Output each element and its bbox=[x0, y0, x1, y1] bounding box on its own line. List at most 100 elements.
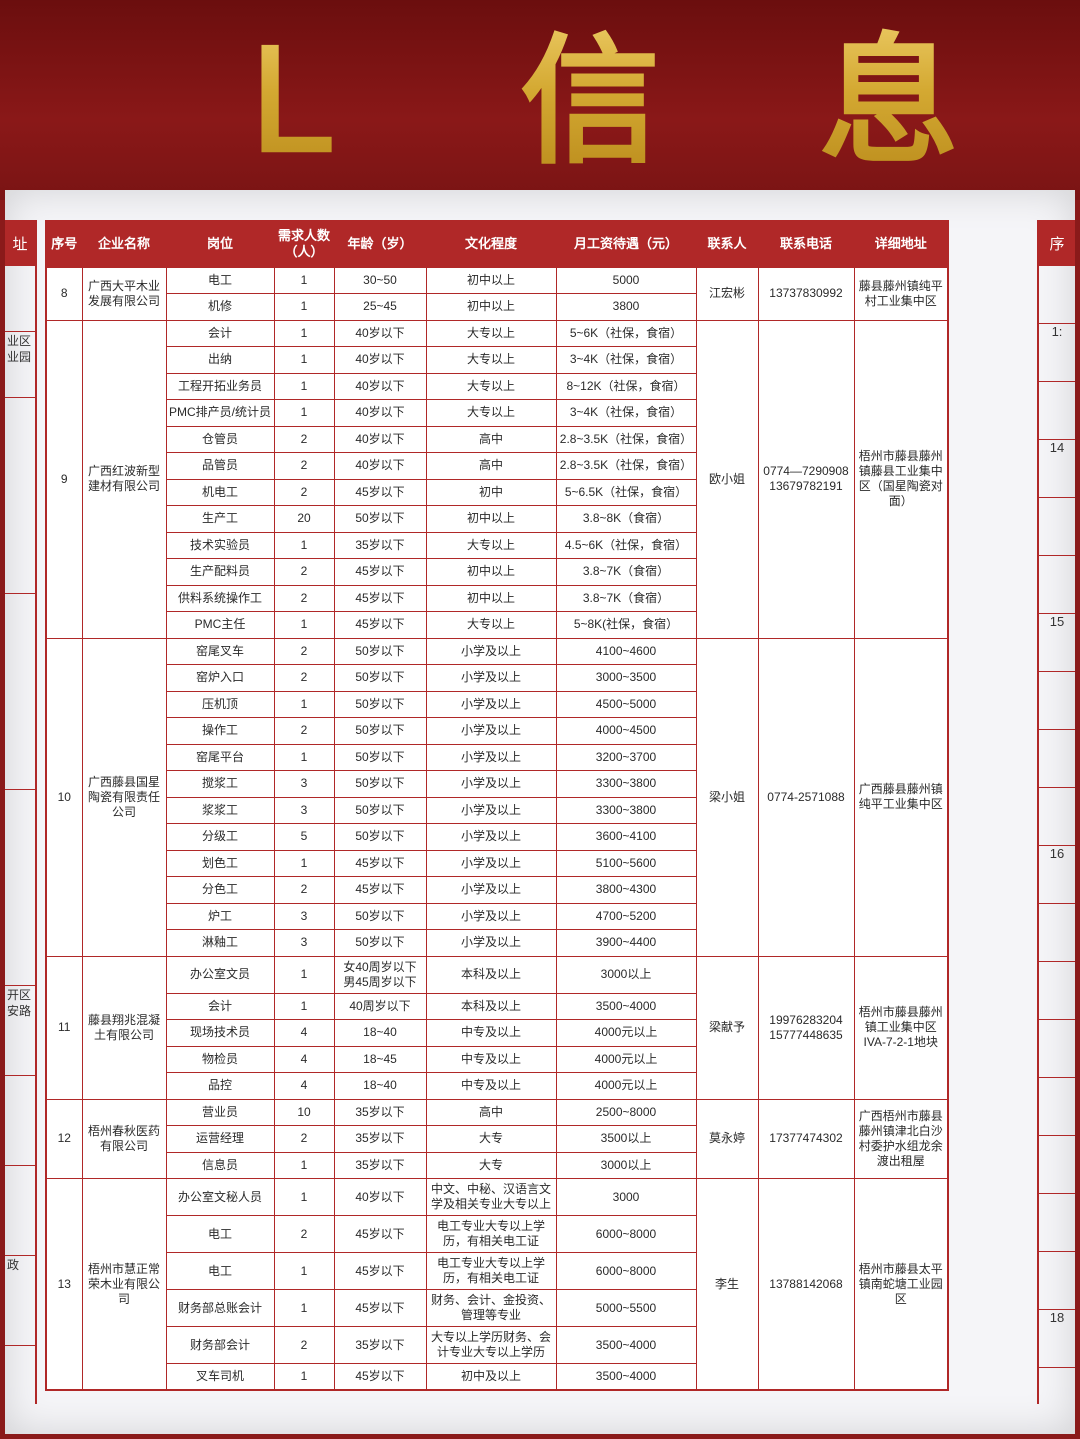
th-position: 岗位 bbox=[166, 221, 274, 267]
cell-contact: 莫永婷 bbox=[696, 1099, 758, 1179]
cell-count: 2 bbox=[274, 1216, 334, 1253]
right-edge-header: 序 bbox=[1039, 220, 1075, 266]
cell-contact: 江宏彬 bbox=[696, 267, 758, 320]
right-edge-fragment bbox=[1039, 1252, 1075, 1310]
cell-salary: 3000 bbox=[556, 1179, 696, 1216]
cell-edu: 小学及以上 bbox=[426, 850, 556, 877]
cell-count: 3 bbox=[274, 797, 334, 824]
cell-age: 18~45 bbox=[334, 1046, 426, 1073]
cell-count: 1 bbox=[274, 1290, 334, 1327]
cell-edu: 小学及以上 bbox=[426, 771, 556, 798]
cell-age: 50岁以下 bbox=[334, 718, 426, 745]
cell-count: 1 bbox=[274, 267, 334, 294]
cell-age: 50岁以下 bbox=[334, 691, 426, 718]
cell-position: 供料系统操作工 bbox=[166, 585, 274, 612]
cell-position: 工程开拓业务员 bbox=[166, 373, 274, 400]
left-edge-fragment bbox=[5, 790, 35, 986]
right-edge-fragment bbox=[1039, 904, 1075, 962]
right-edge-fragment bbox=[1039, 1078, 1075, 1136]
cell-salary: 3000以上 bbox=[556, 956, 696, 993]
cell-salary: 8~12K（社保，食宿） bbox=[556, 373, 696, 400]
cell-position: 淋釉工 bbox=[166, 930, 274, 957]
cell-edu: 大专以上 bbox=[426, 320, 556, 347]
cell-edu: 财务、会计、金投资、管理等专业 bbox=[426, 1290, 556, 1327]
cell-salary: 3800~4300 bbox=[556, 877, 696, 904]
cell-count: 2 bbox=[274, 426, 334, 453]
cell-age: 30~50 bbox=[334, 267, 426, 294]
cell-edu: 初中以上 bbox=[426, 559, 556, 586]
cell-count: 1 bbox=[274, 993, 334, 1020]
cell-position: 压机顶 bbox=[166, 691, 274, 718]
right-edge-fragment: 15 bbox=[1039, 614, 1075, 672]
cell-edu: 小学及以上 bbox=[426, 638, 556, 665]
cell-count: 1 bbox=[274, 1364, 334, 1391]
cell-position: 机修 bbox=[166, 294, 274, 321]
cell-position: 操作工 bbox=[166, 718, 274, 745]
cell-age: 40周岁以下 bbox=[334, 993, 426, 1020]
cell-contact: 李生 bbox=[696, 1179, 758, 1391]
cell-position: 电工 bbox=[166, 267, 274, 294]
cell-age: 40岁以下 bbox=[334, 320, 426, 347]
cell-salary: 3~4K（社保，食宿） bbox=[556, 347, 696, 374]
left-edge-fragment bbox=[5, 1346, 35, 1434]
table-row: 12梧州春秋医药有限公司营业员1035岁以下高中2500~8000莫永婷1737… bbox=[46, 1099, 948, 1126]
cell-edu: 大专以上 bbox=[426, 373, 556, 400]
cell-position: 机电工 bbox=[166, 479, 274, 506]
cell-idx: 8 bbox=[46, 267, 82, 320]
cell-salary: 3200~3700 bbox=[556, 744, 696, 771]
cell-count: 3 bbox=[274, 903, 334, 930]
cell-salary: 3500~4000 bbox=[556, 1364, 696, 1391]
cell-edu: 小学及以上 bbox=[426, 930, 556, 957]
cell-position: 窑尾平台 bbox=[166, 744, 274, 771]
cell-salary: 5~8K(社保，食宿） bbox=[556, 612, 696, 639]
cell-tel: 17377474302 bbox=[758, 1099, 854, 1179]
cell-count: 5 bbox=[274, 824, 334, 851]
cell-salary: 6000~8000 bbox=[556, 1216, 696, 1253]
cell-company: 梧州市慧正常荣木业有限公司 bbox=[82, 1179, 166, 1391]
cell-salary: 3000以上 bbox=[556, 1152, 696, 1179]
cell-salary: 3900~4400 bbox=[556, 930, 696, 957]
th-age: 年龄（岁） bbox=[334, 221, 426, 267]
cell-salary: 4.5~6K（社保，食宿） bbox=[556, 532, 696, 559]
cell-salary: 3300~3800 bbox=[556, 797, 696, 824]
cell-edu: 初中以上 bbox=[426, 585, 556, 612]
cell-age: 35岁以下 bbox=[334, 1126, 426, 1153]
cell-age: 50岁以下 bbox=[334, 824, 426, 851]
cell-age: 40岁以下 bbox=[334, 347, 426, 374]
cell-salary: 3.8~8K（食宿） bbox=[556, 506, 696, 533]
right-edge-fragment bbox=[1039, 382, 1075, 440]
cell-edu: 本科及以上 bbox=[426, 956, 556, 993]
cell-age: 45岁以下 bbox=[334, 479, 426, 506]
cell-salary: 5~6.5K（社保，食宿） bbox=[556, 479, 696, 506]
left-edge-fragment bbox=[5, 1076, 35, 1166]
cell-age: 女40周岁以下男45周岁以下 bbox=[334, 956, 426, 993]
table-header-row: 序号 企业名称 岗位 需求人数（人） 年龄（岁） 文化程度 月工资待遇（元） 联… bbox=[46, 221, 948, 267]
cell-age: 45岁以下 bbox=[334, 612, 426, 639]
cell-position: 会计 bbox=[166, 993, 274, 1020]
cell-position: 搅浆工 bbox=[166, 771, 274, 798]
table-row: 11藤县翔兆混凝土有限公司办公室文员1女40周岁以下男45周岁以下本科及以上30… bbox=[46, 956, 948, 993]
cell-age: 50岁以下 bbox=[334, 771, 426, 798]
cell-position: PMC主任 bbox=[166, 612, 274, 639]
th-salary: 月工资待遇（元） bbox=[556, 221, 696, 267]
right-edge-fragment: 18 bbox=[1039, 1310, 1075, 1368]
cell-count: 1 bbox=[274, 532, 334, 559]
cell-salary: 4500~5000 bbox=[556, 691, 696, 718]
cell-age: 45岁以下 bbox=[334, 877, 426, 904]
left-edge-fragment bbox=[5, 266, 35, 332]
cell-age: 45岁以下 bbox=[334, 585, 426, 612]
cell-position: 现场技术员 bbox=[166, 1020, 274, 1047]
cell-age: 50岁以下 bbox=[334, 665, 426, 692]
cell-count: 10 bbox=[274, 1099, 334, 1126]
cell-age: 40岁以下 bbox=[334, 426, 426, 453]
cell-idx: 13 bbox=[46, 1179, 82, 1391]
cell-company: 藤县翔兆混凝土有限公司 bbox=[82, 956, 166, 1099]
cell-age: 40岁以下 bbox=[334, 400, 426, 427]
cell-salary: 5100~5600 bbox=[556, 850, 696, 877]
cell-count: 1 bbox=[274, 400, 334, 427]
cell-position: 办公室文秘人员 bbox=[166, 1179, 274, 1216]
cell-count: 2 bbox=[274, 665, 334, 692]
left-edge-fragment: 开区安路 bbox=[5, 986, 35, 1076]
cell-salary: 5~6K（社保，食宿） bbox=[556, 320, 696, 347]
right-edge-fragment: 1: bbox=[1039, 324, 1075, 382]
